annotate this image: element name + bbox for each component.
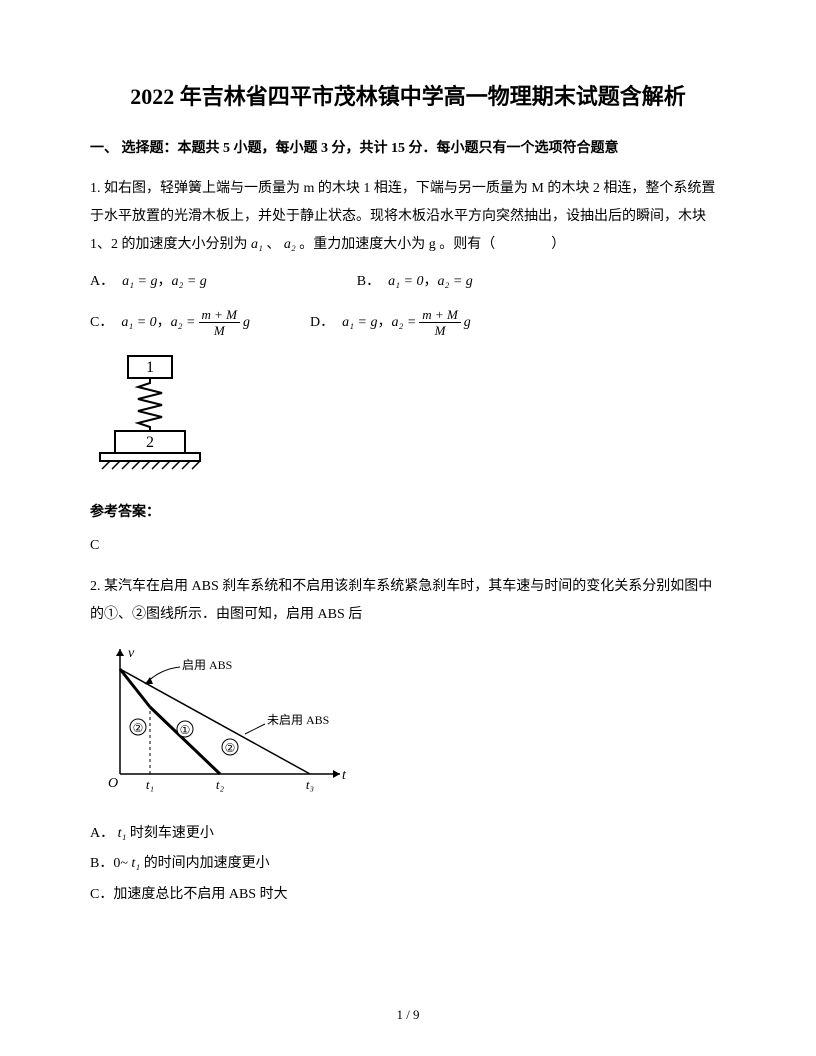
q2-optB-label: B．0~ [90,856,128,871]
option-a: A． a₁ = g ， a₂ = g [90,269,207,294]
option-d-sep: ， [377,310,391,335]
option-b-formula-2: a₂ = g [437,269,472,294]
option-b-sep: ， [423,269,437,294]
frac-den-d: M [432,323,449,339]
velocity-time-graph: v t O ① ② ② 启用 ABS 未启用 ABS t₁ t₂ t₃ [90,639,360,799]
frac-num-d: m + M [419,307,461,324]
frac-prefix-d: a₂ = [391,310,416,335]
graph-diagram-container: v t O ① ② ② 启用 ABS 未启用 ABS t₁ t₂ t₃ [90,639,726,808]
option-c-sep: ， [157,310,171,335]
option-c-label: C． [90,310,113,335]
t3-label: t₃ [306,777,314,792]
option-d-formula-1: a₁ = g [342,310,377,335]
frac-prefix-c: a₂ = [171,310,196,335]
q1-options: A． a₁ = g ， a₂ = g B． a₁ = 0 ， a₂ = g C．… [90,269,726,338]
option-a-sep: ， [157,269,171,294]
mark-2-upper: ② [133,721,144,735]
q2-optA-label: A． [90,826,114,841]
fraction-c: m + M M [199,307,241,339]
frac-suffix-c: g [243,310,250,335]
x-axis-label: t [342,768,347,783]
question-2-text: 2. 某汽车在启用 ABS 刹车系统和不启用该刹车系统紧急刹车时，其车速与时间的… [90,573,726,629]
q2-option-c: C．加速度总比不启用 ABS 时大 [90,880,726,911]
option-c-formula-1: a₁ = 0 [121,310,156,335]
frac-suffix-d: g [464,310,471,335]
frac-den-c: M [211,323,228,339]
mark-2-lower: ② [225,741,236,755]
y-axis-label: v [128,646,135,661]
page-title: 2022 年吉林省四平市茂林镇中学高一物理期末试题含解析 [90,80,726,113]
abs-off-label: 未启用 ABS [267,713,329,727]
page-number: 1 / 9 [0,1003,816,1026]
option-d-label: D． [310,310,334,335]
option-d: D． a₁ = g ， a₂ = m + M M g [310,307,471,339]
answer-label-1: 参考答案： [90,500,726,525]
fraction-d: m + M M [419,307,461,339]
q2-optB-text: 的时间内加速度更小 [144,856,270,871]
mark-1-upper: ① [180,723,191,737]
option-d-formula-2: a₂ = m + M M g [391,307,470,339]
spring-diagram: 1 2 [90,351,210,481]
origin-label: O [108,776,118,791]
t1-label: t₁ [146,777,154,792]
spring-diagram-container: 1 2 [90,351,726,490]
variable-a2: a₂ [284,231,296,259]
variable-a1: a₁ [251,231,263,259]
q2-optA-var: t₁ [118,819,127,850]
q2-options: A． t₁ 时刻车速更小 B．0~ t₁ 的时间内加速度更小 C．加速度总比不启… [90,819,726,911]
section-header: 一、 选择题：本题共 5 小题，每小题 3 分，共计 15 分．每小题只有一个选… [90,138,726,160]
q2-optB-var: t₁ [131,849,140,880]
q2-option-a: A． t₁ 时刻车速更小 [90,819,726,850]
q1-text-2: 、 [266,237,280,252]
option-a-label: A． [90,269,114,294]
t2-label: t₂ [216,777,225,792]
frac-num-c: m + M [199,307,241,324]
question-1-text: 1. 如右图，轻弹簧上端与一质量为 m 的木块 1 相连，下端与另一质量为 M … [90,175,726,259]
abs-on-label: 启用 ABS [182,658,232,672]
option-a-formula-2: a₂ = g [171,269,206,294]
option-b-label: B． [357,269,380,294]
option-c: C． a₁ = 0 ， a₂ = m + M M g [90,307,250,339]
block-2-label: 2 [146,434,154,451]
q2-option-b: B．0~ t₁ 的时间内加速度更小 [90,849,726,880]
block-1-label: 1 [146,359,154,376]
answer-value-1: C [90,533,726,558]
option-c-formula-2: a₂ = m + M M g [171,307,250,339]
option-a-formula-1: a₁ = g [122,269,157,294]
q1-text-3: 。重力加速度大小为 g 。则有（ ） [299,237,565,252]
option-b-formula-1: a₁ = 0 [388,269,423,294]
option-b: B． a₁ = 0 ， a₂ = g [357,269,473,294]
q2-optA-text: 时刻车速更小 [130,826,214,841]
